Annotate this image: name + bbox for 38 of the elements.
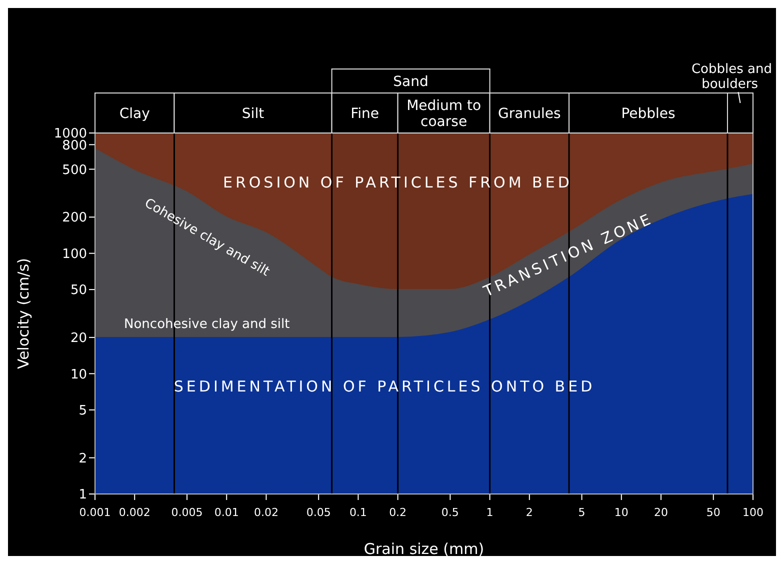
x-tick-label: 0.005 [171, 506, 203, 519]
x-tick-label: 5 [578, 506, 586, 519]
x-tick-label: 50 [706, 506, 720, 519]
y-axis-title: Velocity (cm/s) [14, 258, 32, 370]
y-tick-label: 1 [78, 488, 87, 503]
x-tick-label: 0.1 [349, 506, 367, 519]
y-tick-label: 100 [62, 246, 87, 262]
y-tick-label: 5 [78, 404, 87, 419]
x-tick-label: 0.01 [214, 506, 239, 519]
y-tick-label: 50 [70, 283, 87, 298]
x-tick-label: 0.5 [441, 506, 459, 519]
y-tick-label: 200 [62, 210, 87, 226]
annotation: EROSION OF PARTICLES FROM BED [222, 174, 572, 192]
band-label: Silt [242, 106, 265, 122]
x-tick-label: 0.02 [254, 506, 278, 519]
band-label: Fine [350, 106, 380, 122]
x-tick-label: 10 [614, 506, 628, 519]
band-label: Granules [498, 106, 561, 122]
y-tick-label: 500 [62, 162, 87, 178]
x-tick-label: 1 [486, 506, 494, 519]
band-label: Medium to coarse [406, 98, 482, 130]
y-tick-label: 20 [70, 331, 87, 346]
x-tick-label: 2 [526, 506, 533, 519]
band-label: Clay [119, 106, 150, 122]
y-tick-label: 2 [78, 451, 87, 466]
band-label: Pebbles [621, 106, 676, 122]
x-tick-label: 0.002 [118, 506, 150, 519]
x-tick-label: 20 [654, 506, 668, 519]
x-tick-label: 0.05 [306, 506, 331, 519]
y-tick-label: 10 [70, 367, 87, 382]
x-tick-label: 0.2 [389, 506, 407, 519]
band-label: Cobbles and boulders [691, 62, 772, 92]
x-axis-title: Grain size (mm) [364, 540, 484, 558]
band-label: Sand [393, 74, 428, 90]
annotation: Noncohesive clay and silt [124, 316, 290, 332]
x-tick-label: 0.001 [79, 506, 111, 519]
x-tick-label: 100 [742, 506, 764, 519]
y-tick-label: 800 [62, 138, 87, 154]
